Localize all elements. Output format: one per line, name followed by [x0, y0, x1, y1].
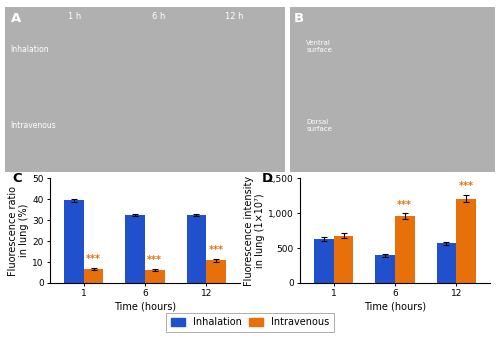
Bar: [186, 215, 206, 283]
Text: 12 h: 12 h: [226, 12, 244, 21]
Bar: [376, 255, 395, 283]
Bar: [436, 243, 456, 283]
Text: C: C: [12, 172, 22, 185]
Legend: Inhalation, Intravenous: Inhalation, Intravenous: [166, 312, 334, 332]
Text: 6 h: 6 h: [152, 12, 166, 21]
Text: ***: ***: [398, 200, 412, 210]
X-axis label: Time (hours): Time (hours): [364, 301, 426, 311]
Text: Dorsal
surface: Dorsal surface: [306, 119, 332, 132]
Bar: [84, 269, 103, 283]
Text: B: B: [294, 12, 304, 25]
Text: Intravenous: Intravenous: [10, 121, 56, 130]
X-axis label: Time (hours): Time (hours): [114, 301, 176, 311]
Bar: [456, 199, 476, 283]
Text: Inhalation: Inhalation: [10, 45, 49, 54]
Text: ***: ***: [208, 245, 224, 255]
Bar: [395, 216, 414, 283]
Bar: [206, 260, 226, 283]
Text: 1 h: 1 h: [68, 12, 82, 21]
Text: A: A: [10, 12, 21, 25]
Text: D: D: [262, 172, 273, 185]
Y-axis label: Fluorescence ratio
in lung (%): Fluorescence ratio in lung (%): [8, 186, 30, 276]
Text: ***: ***: [458, 181, 473, 191]
Bar: [126, 215, 145, 283]
Bar: [334, 236, 353, 283]
Y-axis label: Fluorescence intensity
in lung (1×10⁷): Fluorescence intensity in lung (1×10⁷): [244, 176, 265, 286]
Bar: [145, 270, 165, 283]
Text: ***: ***: [86, 254, 101, 264]
Bar: [314, 239, 334, 283]
Bar: [64, 200, 84, 283]
Text: Ventral
surface: Ventral surface: [306, 40, 332, 53]
Text: ***: ***: [148, 255, 162, 265]
